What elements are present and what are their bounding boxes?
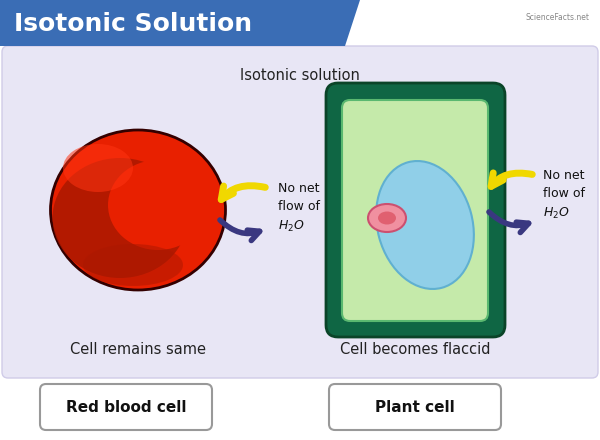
- Ellipse shape: [108, 160, 208, 250]
- Text: Cell becomes flaccid: Cell becomes flaccid: [340, 342, 490, 357]
- FancyBboxPatch shape: [342, 100, 488, 321]
- Ellipse shape: [63, 144, 133, 192]
- Ellipse shape: [378, 212, 396, 224]
- Polygon shape: [0, 0, 360, 46]
- Text: No net
flow of
$H_2O$: No net flow of $H_2O$: [278, 182, 320, 234]
- Text: Plant cell: Plant cell: [375, 400, 455, 414]
- Text: Cell remains same: Cell remains same: [70, 342, 206, 357]
- Ellipse shape: [50, 130, 226, 290]
- Text: Isotonic solution: Isotonic solution: [240, 69, 360, 84]
- Ellipse shape: [53, 158, 187, 278]
- FancyBboxPatch shape: [40, 384, 212, 430]
- Text: Isotonic Solution: Isotonic Solution: [14, 12, 252, 36]
- Ellipse shape: [376, 161, 474, 289]
- FancyBboxPatch shape: [2, 46, 598, 378]
- Ellipse shape: [368, 204, 406, 232]
- Text: No net
flow of
$H_2O$: No net flow of $H_2O$: [543, 169, 585, 221]
- Ellipse shape: [83, 244, 183, 286]
- FancyBboxPatch shape: [326, 83, 505, 337]
- FancyBboxPatch shape: [329, 384, 501, 430]
- Text: Red blood cell: Red blood cell: [66, 400, 186, 414]
- Text: ScienceFacts.net: ScienceFacts.net: [526, 14, 590, 22]
